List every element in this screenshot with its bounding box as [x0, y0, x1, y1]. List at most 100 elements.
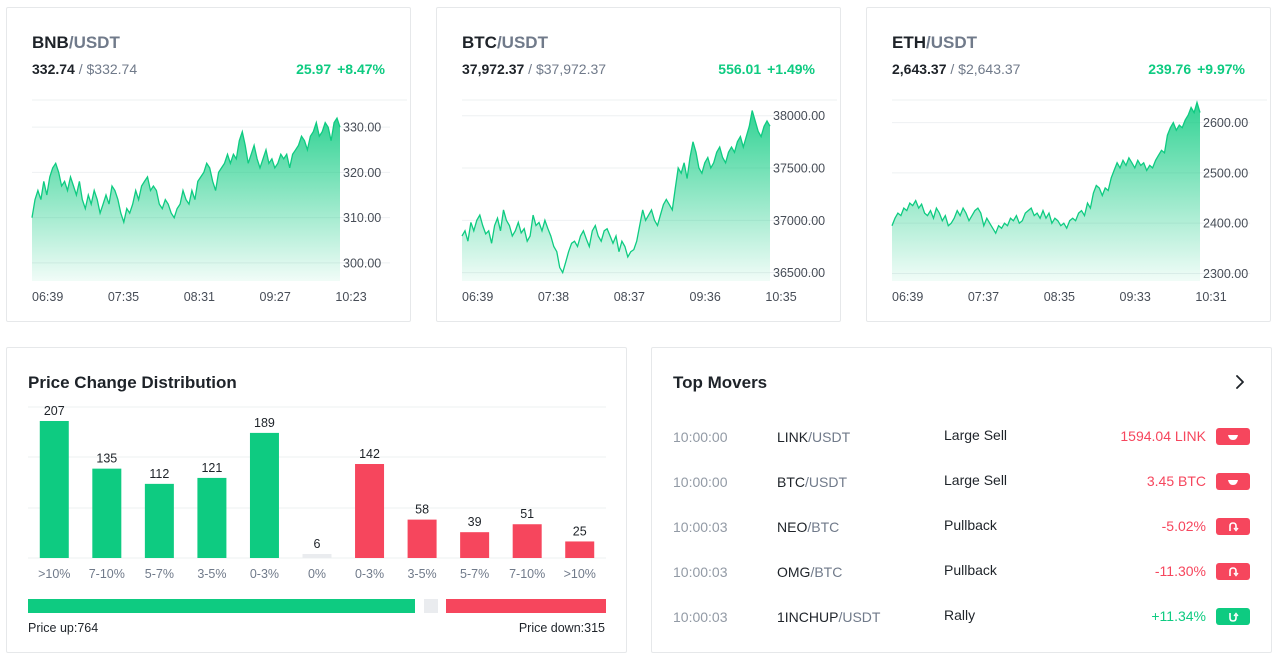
bar-category-label: 5-7%: [460, 567, 489, 581]
y-tick-label: 2500.00: [1203, 166, 1248, 180]
mover-base: OMG: [777, 564, 811, 580]
x-tick-label: 09:33: [1120, 290, 1151, 304]
y-tick-label: 320.00: [343, 166, 381, 180]
x-tick-label: 07:35: [108, 290, 139, 304]
bar-category-label: 0%: [308, 567, 326, 581]
bar-category-label: 5-7%: [145, 567, 174, 581]
x-tick-label: 10:31: [1195, 290, 1226, 304]
y-tick-label: 37500.00: [773, 162, 825, 176]
ticker-card-bnb[interactable]: BNB/USDT 332.74 / $332.74 25.97 +8.47% 33…: [6, 7, 411, 322]
mover-quote: /USDT: [838, 609, 881, 625]
pair-quote: /USDT: [68, 33, 120, 52]
ticker-card-eth[interactable]: ETH/USDT 2,643.37 / $2,643.37 239.76 +9.9…: [866, 7, 1271, 322]
x-tick-label: 10:35: [765, 290, 796, 304]
bar-value-label: 121: [201, 461, 222, 475]
distribution-bar[interactable]: [302, 554, 332, 558]
card-title: Price Change Distribution: [28, 373, 237, 392]
bar-value-label: 207: [44, 404, 65, 418]
usd-price: $332.74: [86, 61, 138, 77]
price-area-chart: 2600.00 2500.00 2400.00 2300.00 06:39 07:37 08…: [891, 99, 1267, 304]
mover-value: -5.02%: [1161, 518, 1206, 534]
y-tick-label: 36500.00: [773, 266, 825, 280]
mover-quote: /USDT: [805, 474, 847, 490]
distribution-bar-chart: 207 >10% 135 7-10% 112 5-7% 121 3-5% 189 0-3% 6 0% 1…: [28, 404, 606, 581]
mover-pair[interactable]: 1INCHUP/USDT: [777, 609, 880, 625]
y-tick-label: 300.00: [343, 256, 381, 270]
distribution-bar[interactable]: [565, 541, 595, 558]
y-tick-label: 38000.00: [773, 109, 825, 123]
price-area-chart: 330.00 320.00 310.00 300.00 06:39 07:35 08:31 0…: [31, 99, 407, 304]
bar-category-label: 3-5%: [407, 567, 436, 581]
x-tick-label: 08:31: [184, 290, 215, 304]
mover-row[interactable]: 10:00:00 BTC/USDT Large Sell 3.45 BTC: [652, 463, 1271, 503]
mover-pair[interactable]: OMG/BTC: [777, 564, 842, 580]
distribution-bar[interactable]: [197, 477, 227, 558]
mover-row[interactable]: 10:00:03 1INCHUP/USDT Rally +11.34%: [652, 598, 1271, 638]
ticker-change: 556.01 +1.49%: [718, 61, 815, 77]
mover-pair[interactable]: NEO/BTC: [777, 519, 839, 535]
x-tick-label: 06:39: [32, 290, 63, 304]
y-tick-label: 330.00: [343, 121, 381, 135]
mover-type: Large Sell: [944, 427, 1008, 443]
distribution-bar[interactable]: [144, 483, 174, 558]
mover-time: 10:00:00: [673, 429, 728, 445]
x-tick-label: 10:23: [335, 290, 366, 304]
bar-category-label: 0-3%: [355, 567, 384, 581]
price-separator: /: [524, 61, 536, 77]
mover-row[interactable]: 10:00:03 OMG/BTC Pullback -11.30%: [652, 553, 1271, 593]
mover-value: 1594.04 LINK: [1120, 428, 1206, 444]
ticker-card-btc[interactable]: BTC/USDT 37,972.37 / $37,972.37 556.01 +1…: [436, 7, 841, 322]
distribution-bar[interactable]: [249, 432, 279, 558]
x-tick-label: 09:27: [260, 290, 291, 304]
pair-quote: /USDT: [496, 33, 548, 52]
y-tick-label: 37000.00: [773, 214, 825, 228]
distribution-bar[interactable]: [407, 519, 437, 558]
bar-category-label: >10%: [564, 567, 596, 581]
distribution-bar[interactable]: [355, 464, 385, 558]
large-sell-icon: [1216, 428, 1250, 445]
price-change-distribution-card: Price Change Distribution 207 >10% 135 7-10…: [6, 347, 627, 653]
last-price: 2,643.37: [892, 61, 947, 77]
y-tick-label: 2400.00: [1203, 217, 1248, 231]
x-tick-label: 08:37: [614, 290, 645, 304]
distribution-bar[interactable]: [512, 524, 542, 558]
distribution-bar[interactable]: [92, 468, 122, 558]
distribution-bar[interactable]: [460, 532, 490, 558]
distribution-bar[interactable]: [39, 420, 69, 558]
price-separator: /: [946, 61, 959, 77]
ticker-pair: ETH/USDT: [892, 33, 977, 53]
ticker-price: 2,643.37 / $2,643.37: [892, 61, 1020, 77]
price-down-label: Price down:315: [518, 621, 605, 635]
y-tick-label: 2300.00: [1203, 267, 1248, 281]
mover-type: Large Sell: [944, 472, 1008, 488]
mover-base: LINK: [777, 429, 809, 445]
mover-row[interactable]: 10:00:03 NEO/BTC Pullback -5.02%: [652, 508, 1271, 548]
x-tick-label: 08:35: [1044, 290, 1075, 304]
mover-time: 10:00:00: [673, 474, 728, 490]
y-tick-label: 310.00: [343, 211, 381, 225]
bar-value-label: 6: [314, 537, 321, 551]
mover-type: Rally: [944, 607, 976, 623]
pair-base: ETH: [892, 33, 926, 52]
ticker-price: 332.74 / $332.74: [32, 61, 137, 77]
card-title: Top Movers: [673, 373, 768, 392]
ticker-change: 239.76 +9.97%: [1148, 61, 1245, 77]
x-tick-label: 06:39: [892, 290, 923, 304]
price-area-chart: 38000.00 37500.00 37000.00 36500.00 06:39 07:…: [461, 99, 837, 304]
mover-type: Pullback: [944, 517, 997, 533]
last-price: 37,972.37: [462, 61, 525, 77]
ticker-change: 25.97 +8.47%: [296, 61, 385, 77]
mover-pair[interactable]: BTC/USDT: [777, 474, 847, 490]
change-absolute: 25.97: [296, 61, 332, 77]
price-up-ratio-bar: [28, 599, 415, 613]
price-line: [891, 100, 1201, 235]
y-tick-label: 2600.00: [1203, 116, 1248, 130]
chevron-right-icon[interactable]: [1231, 372, 1249, 392]
mover-pair[interactable]: LINK/USDT: [777, 429, 850, 445]
usd-price: $2,643.37: [958, 61, 1021, 77]
x-tick-label: 09:36: [690, 290, 721, 304]
bar-value-label: 189: [254, 416, 275, 430]
bar-value-label: 58: [415, 503, 429, 517]
mover-value: +11.34%: [1151, 608, 1206, 624]
mover-row[interactable]: 10:00:00 LINK/USDT Large Sell 1594.04 LI…: [652, 418, 1271, 458]
